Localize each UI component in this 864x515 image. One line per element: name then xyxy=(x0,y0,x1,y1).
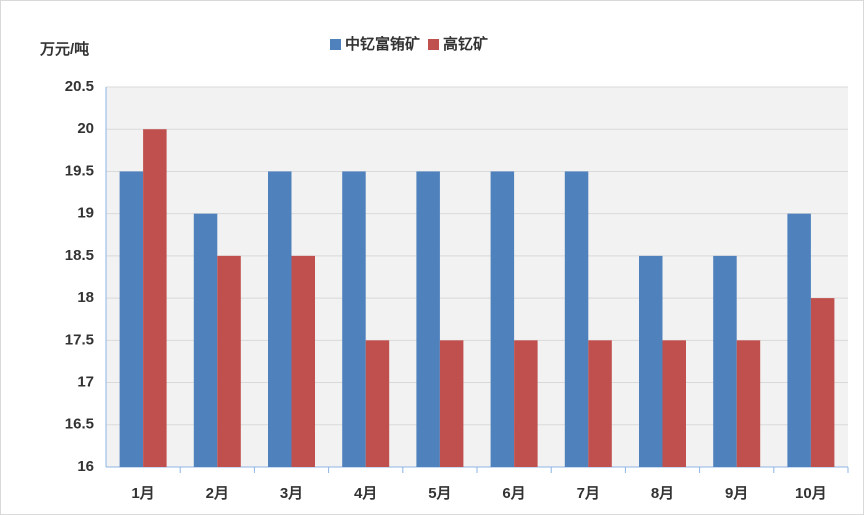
bar xyxy=(217,255,241,467)
bar xyxy=(416,171,440,467)
x-tick-label: 9月 xyxy=(725,485,748,502)
bar xyxy=(193,213,218,467)
x-tick-label: 7月 xyxy=(577,485,600,502)
x-tick-label: 5月 xyxy=(428,485,451,502)
y-axis-label: 万元/吨 xyxy=(39,40,89,58)
legend-label: 高钇矿 xyxy=(443,35,488,53)
legend-swatch xyxy=(330,39,341,50)
x-tick-label: 3月 xyxy=(280,485,303,502)
x-tick-label: 10月 xyxy=(795,485,827,502)
bar xyxy=(787,213,811,467)
bar xyxy=(119,171,144,467)
y-tick-label: 16.5 xyxy=(65,416,94,433)
bar xyxy=(810,298,835,467)
bar xyxy=(268,171,292,467)
x-tick-label: 8月 xyxy=(651,485,674,502)
y-tick-label: 18.5 xyxy=(65,247,94,264)
bar xyxy=(291,255,315,467)
bar xyxy=(736,340,761,467)
x-tick-label: 1月 xyxy=(131,485,154,502)
bar xyxy=(514,340,538,467)
bar xyxy=(713,255,737,467)
x-tick-label: 4月 xyxy=(354,485,377,502)
y-tick-label: 19 xyxy=(77,205,94,222)
bar xyxy=(662,340,686,467)
bar xyxy=(342,171,366,467)
x-tick-label: 6月 xyxy=(502,485,525,502)
bar xyxy=(490,171,515,467)
x-tick-label: 2月 xyxy=(206,485,229,502)
y-tick-label: 20.5 xyxy=(65,78,94,95)
bar xyxy=(639,255,663,467)
legend-swatch xyxy=(428,39,440,50)
bar xyxy=(439,340,464,467)
y-tick-label: 19.5 xyxy=(65,162,94,179)
bar xyxy=(365,340,390,467)
bar xyxy=(143,129,167,467)
y-tick-label: 16 xyxy=(77,458,94,475)
bar xyxy=(588,340,612,467)
legend-label: 中钇富铕矿 xyxy=(345,35,420,53)
y-tick-label: 20 xyxy=(77,120,94,137)
y-tick-label: 17 xyxy=(77,374,94,391)
bar xyxy=(564,171,589,467)
y-tick-label: 17.5 xyxy=(65,331,94,348)
y-tick-label: 18 xyxy=(77,289,94,306)
